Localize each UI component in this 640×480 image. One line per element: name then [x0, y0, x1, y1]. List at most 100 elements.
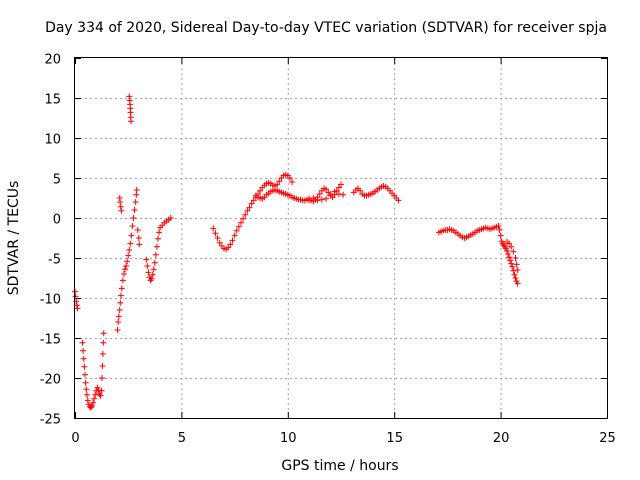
data-point	[120, 271, 127, 277]
data-point	[126, 247, 133, 253]
data-point	[152, 251, 159, 258]
data-point	[316, 191, 323, 197]
data-point	[127, 240, 134, 247]
data-point	[289, 179, 296, 185]
y-tick-label: -25	[40, 413, 61, 428]
y-tick-label: 15	[44, 93, 61, 108]
data-point	[503, 247, 510, 254]
x-tick-label: 20	[493, 431, 510, 446]
data-point	[97, 392, 104, 399]
data-point	[117, 292, 124, 299]
data-point	[512, 255, 519, 261]
data-point	[89, 403, 96, 409]
data-point	[506, 254, 513, 261]
data-point	[210, 225, 217, 232]
x-tick-label: 10	[280, 431, 297, 446]
data-point	[132, 199, 139, 205]
data-point	[323, 195, 330, 202]
data-point	[151, 259, 158, 266]
data-point	[122, 266, 129, 273]
data-point	[79, 339, 86, 346]
data-point	[510, 267, 517, 274]
data-point	[90, 399, 97, 406]
y-tick-label: 0	[53, 213, 61, 228]
data-point	[340, 191, 347, 198]
data-point	[229, 237, 236, 244]
data-point	[99, 351, 106, 357]
x-tick-label: 25	[599, 431, 616, 446]
data-point	[84, 397, 91, 404]
data-point	[118, 285, 125, 292]
data-point	[80, 347, 87, 354]
data-point	[514, 267, 521, 273]
data-point	[306, 197, 313, 204]
data-point	[246, 204, 253, 211]
data-point	[95, 387, 102, 393]
data-point	[225, 244, 232, 251]
data-point	[148, 275, 155, 282]
data-point	[497, 232, 504, 239]
data-point	[98, 387, 105, 394]
data-point	[128, 232, 135, 239]
data-point	[136, 241, 143, 248]
data-point	[133, 187, 140, 193]
data-point	[117, 299, 124, 306]
data-point	[115, 313, 122, 320]
data-point	[127, 118, 134, 125]
data-point	[214, 235, 221, 241]
data-point	[116, 307, 123, 313]
data-point	[100, 330, 107, 337]
data-point	[117, 199, 124, 205]
data-point	[318, 196, 325, 203]
data-point	[233, 227, 240, 234]
data-point	[119, 277, 126, 284]
data-point	[250, 197, 257, 204]
tick-marks	[75, 58, 608, 419]
data-point	[512, 275, 519, 281]
plot-frame	[74, 57, 608, 419]
data-point	[508, 260, 515, 267]
data-point	[495, 223, 502, 229]
data-point	[149, 271, 156, 278]
y-axis-label: SDTVAR / TECUs	[6, 181, 22, 296]
data-point	[123, 263, 130, 269]
data-point	[80, 355, 87, 362]
data-point	[74, 305, 81, 312]
data-point	[511, 271, 518, 278]
data-point	[274, 181, 281, 188]
data-point	[237, 219, 244, 226]
tick-labels: 0 5 10 15 20 25 -25 -20 -15 -10 -5 0 5 10 15 20	[40, 53, 616, 447]
data-point	[257, 187, 264, 194]
data-point	[496, 227, 503, 233]
y-tick-label: 5	[53, 173, 61, 188]
data-point	[114, 327, 121, 333]
data-point	[314, 197, 321, 204]
data-point	[327, 191, 334, 197]
data-point	[117, 203, 124, 210]
y-tick-label: -20	[40, 373, 61, 388]
data-point	[99, 375, 106, 381]
data-point	[276, 178, 283, 185]
data-point	[92, 391, 99, 398]
data-point	[83, 391, 90, 398]
data-point	[509, 263, 516, 270]
data-point	[244, 207, 251, 214]
data-point	[118, 207, 125, 214]
data-point	[135, 235, 142, 241]
data-point	[143, 256, 150, 263]
data-point	[72, 293, 79, 300]
data-point	[506, 240, 513, 247]
data-point	[150, 266, 157, 273]
data-point	[129, 223, 136, 229]
data-point	[212, 230, 219, 237]
data-point	[286, 175, 293, 181]
chart-title: Day 334 of 2020, Sidereal Day-to-day VTE…	[45, 20, 607, 36]
y-tick-label: -15	[40, 333, 61, 348]
data-point	[395, 197, 402, 204]
data-points	[72, 93, 521, 411]
data-point	[508, 243, 515, 250]
grid	[75, 58, 607, 418]
data-point	[144, 263, 151, 269]
data-point	[134, 227, 141, 233]
